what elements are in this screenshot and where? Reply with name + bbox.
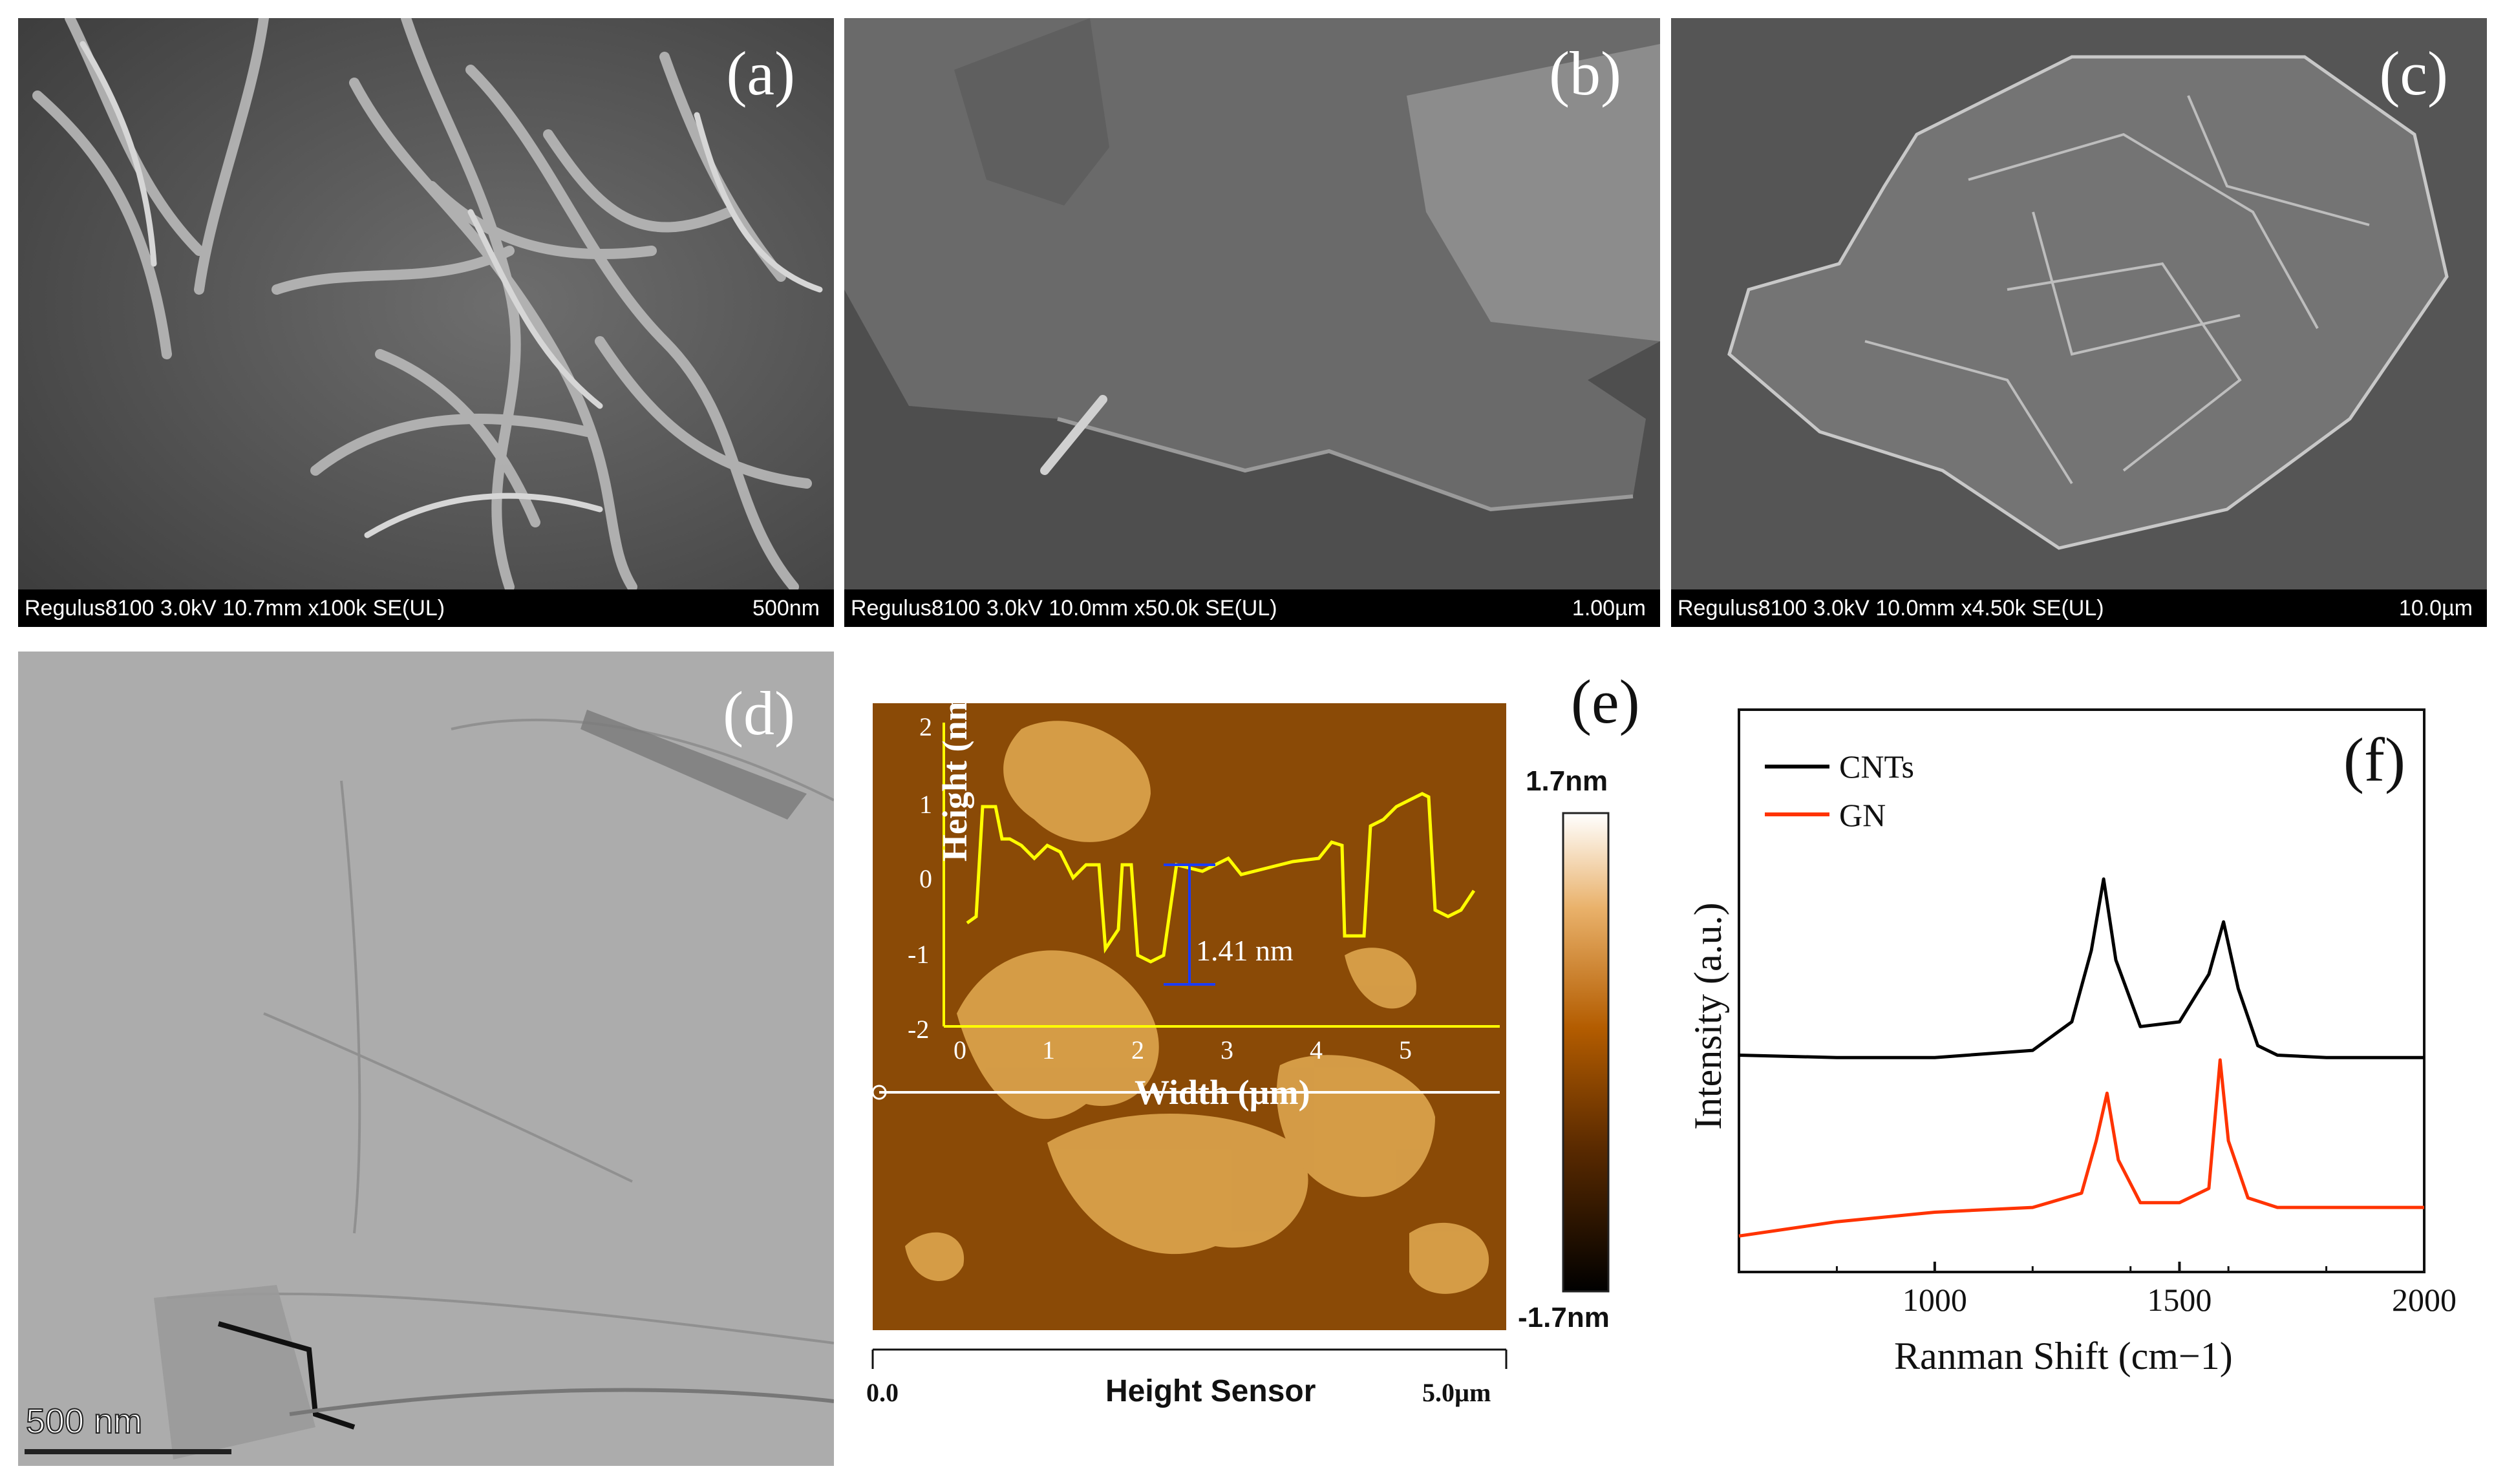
plot-frame	[1738, 708, 2425, 1273]
panel-a-label: (a)	[726, 39, 795, 108]
panel-f-raman-chart: 1000 1500 2000 CNTs GN Intensity (a.u.) Ra…	[1681, 652, 2489, 1479]
inset-xtick: 2	[1131, 1035, 1144, 1065]
x-tick-label: 2000	[2392, 1282, 2457, 1318]
panel-d-tem-image: (d) 500 nm	[18, 652, 834, 1466]
inset-xtick: 0	[954, 1035, 966, 1065]
legend-label-cnts: CNTs	[1839, 748, 1914, 785]
tem-texture	[18, 652, 834, 1466]
inset-xtick: 1	[1042, 1035, 1055, 1065]
scale-label: 500nm	[752, 596, 820, 620]
x-tick-label: 1000	[1903, 1282, 1967, 1318]
colorbar	[1562, 812, 1610, 1293]
tem-scale-label: 500 nm	[25, 1401, 143, 1441]
sem-info-text: Regulus8100 3.0kV 10.0mm x50.0k SE(UL)	[851, 596, 1277, 620]
sem-info-text: Regulus8100 3.0kV 10.7mm x100k SE(UL)	[25, 596, 445, 620]
afm-figure: 1.41 nm Height (nm) Width (µm) 2 1 0 -1 …	[866, 667, 1640, 1408]
panel-b-label: (b)	[1549, 39, 1621, 108]
inset-xtick: 5	[1399, 1035, 1412, 1065]
series-line-gn	[1738, 1058, 2424, 1238]
height-annotation: 1.41 nm	[1196, 934, 1294, 967]
sem-info-bar: Regulus8100 3.0kV 10.0mm x50.0k SE(UL) 1…	[844, 589, 1660, 627]
height-profile-inset: 1.41 nm Height (nm) Width (µm) 2 1 0 -1 …	[908, 681, 1500, 1112]
panel-e-afm: 1.41 nm Height (nm) Width (µm) 2 1 0 -1 …	[840, 652, 1674, 1479]
inset-xtick: 3	[1221, 1035, 1233, 1065]
inset-ylabel: Height (nm)	[935, 681, 974, 862]
x-axis-label: Ranman Shift (cm−1)	[1894, 1335, 2233, 1377]
x-tick-label: 1500	[2147, 1282, 2212, 1318]
legend-label-gn: GN	[1839, 797, 1886, 833]
panel-e-label: (e)	[1571, 667, 1640, 736]
series-line-cnts	[1738, 877, 2424, 1059]
axis-end-label: 5.0µm	[1422, 1378, 1491, 1407]
nanotube-texture	[18, 18, 834, 592]
inset-xtick: 4	[1310, 1035, 1323, 1065]
legend: CNTs GN	[1765, 748, 1914, 833]
axis-title: Height Sensor	[1105, 1374, 1316, 1408]
inset-ytick: -1	[908, 940, 929, 969]
scale-label: 1.00µm	[1572, 596, 1646, 620]
inset-ytick: 2	[919, 712, 932, 741]
inset-ytick: -2	[908, 1015, 929, 1044]
graphene-sheet-texture	[1671, 18, 2487, 589]
panel-c-label: (c)	[2379, 39, 2448, 108]
axis-start-label: 0.0	[866, 1378, 899, 1407]
inset-xlabel: Width (µm)	[1135, 1073, 1310, 1112]
panel-c-sem-image: (c) Regulus8100 3.0kV 10.0mm x4.50k SE(U…	[1671, 18, 2487, 627]
panel-b-sem-image: (b) Regulus8100 3.0kV 10.0mm x50.0k SE(U…	[844, 18, 1660, 627]
raman-plot: 1000 1500 2000 CNTs GN Intensity (a.u.) Ra…	[1687, 708, 2457, 1377]
panel-f-label: (f)	[2343, 725, 2405, 794]
flake-texture	[844, 18, 1660, 589]
inset-ytick: 0	[919, 864, 932, 893]
sem-info-bar: Regulus8100 3.0kV 10.0mm x4.50k SE(UL) 1…	[1671, 589, 2487, 627]
panel-a-sem-image: (a) Regulus8100 3.0kV 10.7mm x100k SE(UL…	[18, 18, 834, 627]
scale-label: 10.0µm	[2398, 596, 2473, 620]
sem-info-text: Regulus8100 3.0kV 10.0mm x4.50k SE(UL)	[1678, 596, 2104, 620]
y-axis-label: Intensity (a.u.)	[1687, 902, 1729, 1130]
colorbar-max-label: 1.7nm	[1526, 765, 1608, 797]
panel-d-label: (d)	[723, 679, 795, 748]
inset-ytick: 1	[919, 790, 932, 819]
colorbar-min-label: -1.7nm	[1518, 1302, 1610, 1333]
sem-info-bar: Regulus8100 3.0kV 10.7mm x100k SE(UL) 50…	[18, 589, 834, 627]
